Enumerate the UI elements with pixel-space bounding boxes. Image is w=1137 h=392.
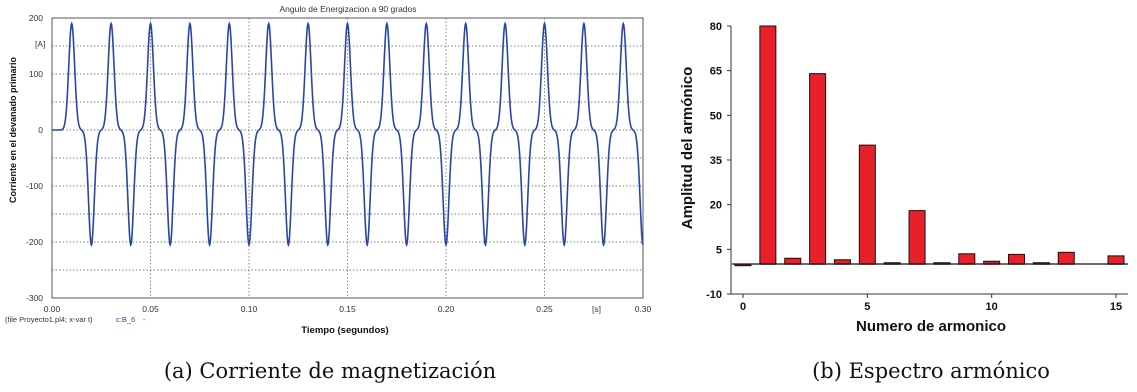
- chart-a: 200 100 0 -100 -200 -300 0.00 0.05 0.10 0.15 0.20…: [5, 4, 652, 383]
- chart-a-x-tick-label: 0.10: [241, 304, 258, 314]
- chart-b-x-ticks: 0 5 10 15: [740, 294, 1122, 313]
- chart-a-x-ticks: 0.00 0.05 0.10 0.15 0.20 0.25 0.30: [44, 304, 652, 314]
- chart-a-x-tick-label: 0.30: [635, 304, 652, 314]
- chart-b-x-label: Numero de armonico: [856, 318, 1006, 335]
- chart-b-y-tick-label: 20: [710, 200, 722, 212]
- chart-b-x-tick-label: 10: [986, 301, 998, 313]
- chart-b-y-tick-label: -10: [706, 289, 722, 301]
- chart-a-series-line: [52, 21, 644, 248]
- chart-a-x-tick-label: 0.25: [536, 304, 553, 314]
- chart-a-legend-dash: -: [143, 315, 146, 324]
- chart-b-bar: [1057, 251, 1075, 265]
- chart-a-y-tick-label: -300: [26, 293, 43, 303]
- chart-a-y-tick-label: -200: [26, 237, 43, 247]
- chart-a-y-label: Corriente en el devanado primario: [8, 56, 18, 203]
- chart-b-bar: [958, 253, 976, 265]
- chart-a-footer-note: (file Proyecto1.pl4; x-var t): [5, 315, 93, 324]
- chart-b-y-label: Amplitud del armónico: [679, 67, 696, 230]
- chart-b-y-tick-label: 65: [710, 66, 722, 78]
- chart-a-y-tick-label: 200: [29, 13, 43, 23]
- chart-b-bars: [734, 25, 1125, 267]
- chart-b-y-tick-label: 5: [716, 244, 722, 256]
- chart-b-bar: [1008, 253, 1026, 265]
- chart-b-x-tick-label: 15: [1110, 301, 1122, 313]
- chart-b: 80 65 50 35 20 5 -10 0 5 10 15 Amplitud del armón…: [679, 21, 1128, 383]
- chart-b-bar: [759, 25, 777, 265]
- chart-b-bar: [809, 73, 827, 265]
- chart-b-y-tick-label: 50: [710, 110, 722, 122]
- chart-a-legend-series: c:B_6: [116, 315, 135, 324]
- chart-a-grid: [52, 18, 643, 298]
- chart-a-y-tick-label: -100: [26, 181, 43, 191]
- chart-b-caption: (b) Espectro armónico: [812, 359, 1050, 383]
- chart-a-y-tick-label: 100: [29, 69, 43, 79]
- chart-a-x-label: Tiempo (segundos): [301, 325, 388, 336]
- chart-a-caption: (a) Corriente de magnetización: [164, 359, 496, 383]
- chart-b-x-tick-label: 5: [864, 301, 870, 313]
- chart-a-x-tick-label: 0.20: [438, 304, 455, 314]
- chart-a-x-unit: [s]: [592, 304, 601, 314]
- chart-b-bar: [1107, 255, 1125, 265]
- chart-b-y-tick-label: 80: [710, 21, 722, 33]
- chart-a-x-tick-label: 0.05: [142, 304, 159, 314]
- chart-b-x-tick-label: 0: [740, 301, 746, 313]
- chart-b-bar: [908, 210, 926, 265]
- chart-b-y-tick-label: 35: [710, 155, 722, 167]
- chart-a-x-tick-label: 0.00: [44, 304, 61, 314]
- chart-a-y-unit: [A]: [35, 39, 45, 49]
- chart-a-title: Angulo de Energizacion a 90 grados: [279, 4, 416, 14]
- chart-a-x-tick-label: 0.15: [339, 304, 356, 314]
- chart-a-y-tick-label: 0: [38, 125, 43, 135]
- chart-a-y-ticks: 200 100 0 -100 -200 -300: [26, 13, 43, 303]
- chart-b-bar: [784, 257, 802, 265]
- chart-b-y-ticks: 80 65 50 35 20 5 -10: [706, 21, 731, 301]
- chart-b-bar: [858, 144, 876, 265]
